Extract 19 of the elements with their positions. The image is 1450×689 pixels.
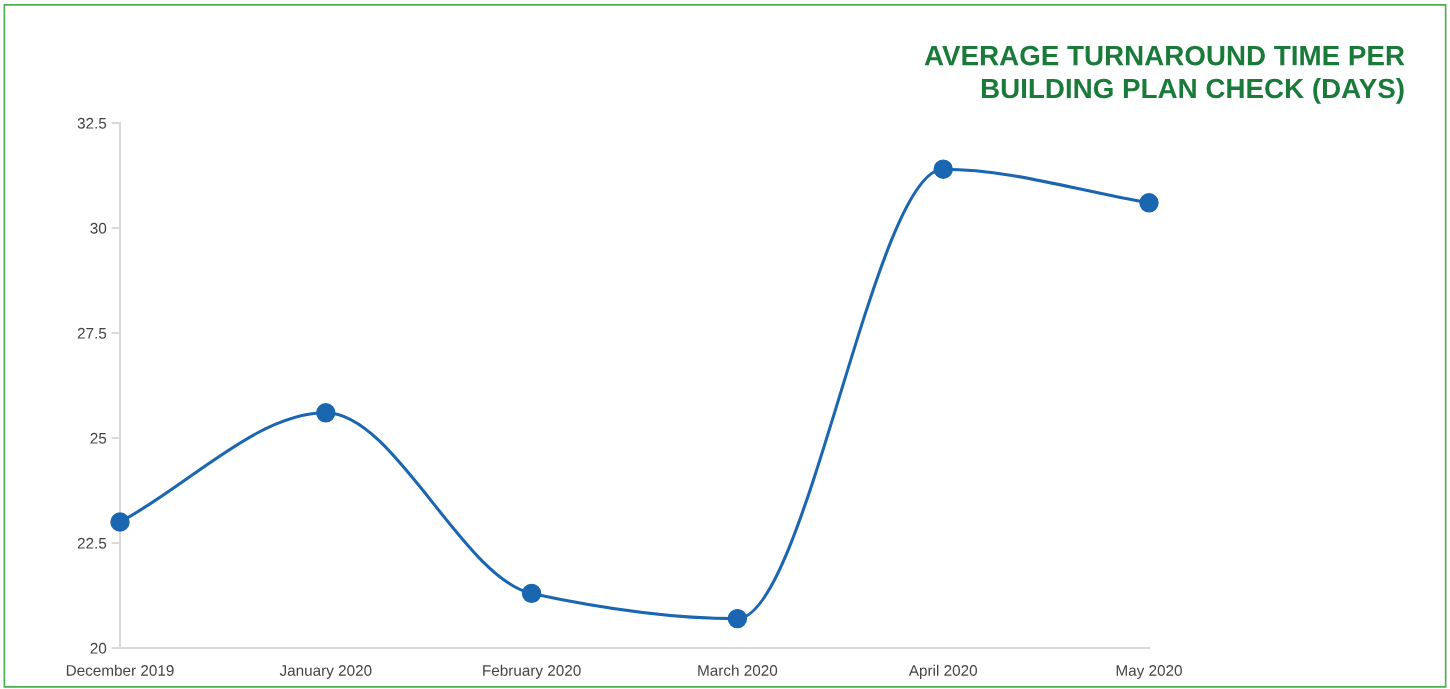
y-tick-label: 22.5 — [77, 537, 107, 549]
x-tick-label: March 2020 — [698, 664, 778, 676]
y-tick-label: 25 — [90, 432, 107, 444]
x-tick-label: May 2020 — [1116, 665, 1182, 679]
point — [1139, 193, 1159, 213]
point — [933, 159, 953, 179]
point — [727, 608, 748, 629]
y-tick-label: 27.5 — [77, 327, 107, 339]
point — [316, 403, 336, 423]
y-tick-label: 20 — [90, 642, 107, 654]
x-tick-label: December 2019 — [66, 664, 174, 676]
x-tick-label: April 2020 — [908, 664, 977, 679]
point — [521, 583, 542, 604]
x-tick-label: January 2020 — [279, 665, 372, 679]
x-tick-label: February 2020 — [483, 664, 581, 679]
y-tick-label: 32.5 — [77, 117, 107, 129]
y-tick-label: 30 — [90, 222, 107, 234]
point — [110, 512, 130, 532]
chart-title: AVERAGE TURNAROUND TIME PER BUILDING PLAN CHECK (DAYS) — [924, 45, 1405, 104]
